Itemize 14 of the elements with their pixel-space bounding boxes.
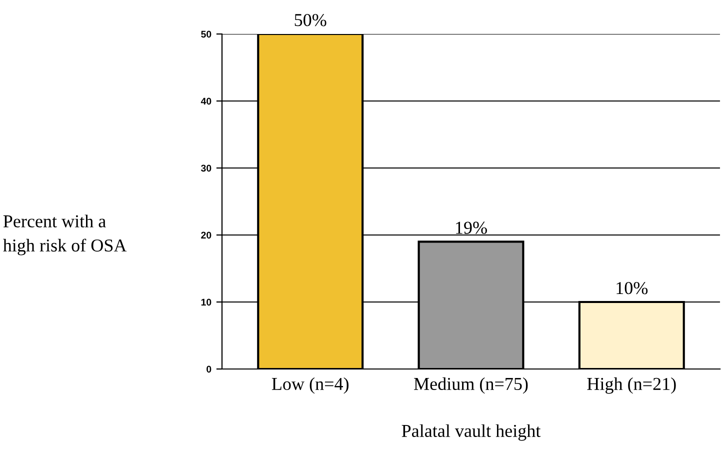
y-tick-label: 30: [200, 164, 212, 172]
y-axis-title: Percent with a high risk of OSA: [3, 214, 127, 256]
y-tick-label: 10: [201, 298, 212, 306]
y-tick-label: 50: [201, 30, 212, 38]
y-tick-label: 0: [206, 366, 212, 373]
y-tick-label: 20: [201, 232, 212, 239]
x-tick-label: Low (n=4): [272, 377, 348, 394]
data-label: 50%: [294, 14, 326, 26]
data-label: 19%: [456, 222, 487, 234]
y-tick-label: 40: [200, 98, 212, 105]
x-tick-label: High (n=21): [587, 377, 676, 394]
data-label: 10%: [616, 282, 648, 294]
x-axis-title: Palatal vault height: [402, 424, 541, 441]
x-tick-label: Medium (n=75): [414, 377, 528, 394]
